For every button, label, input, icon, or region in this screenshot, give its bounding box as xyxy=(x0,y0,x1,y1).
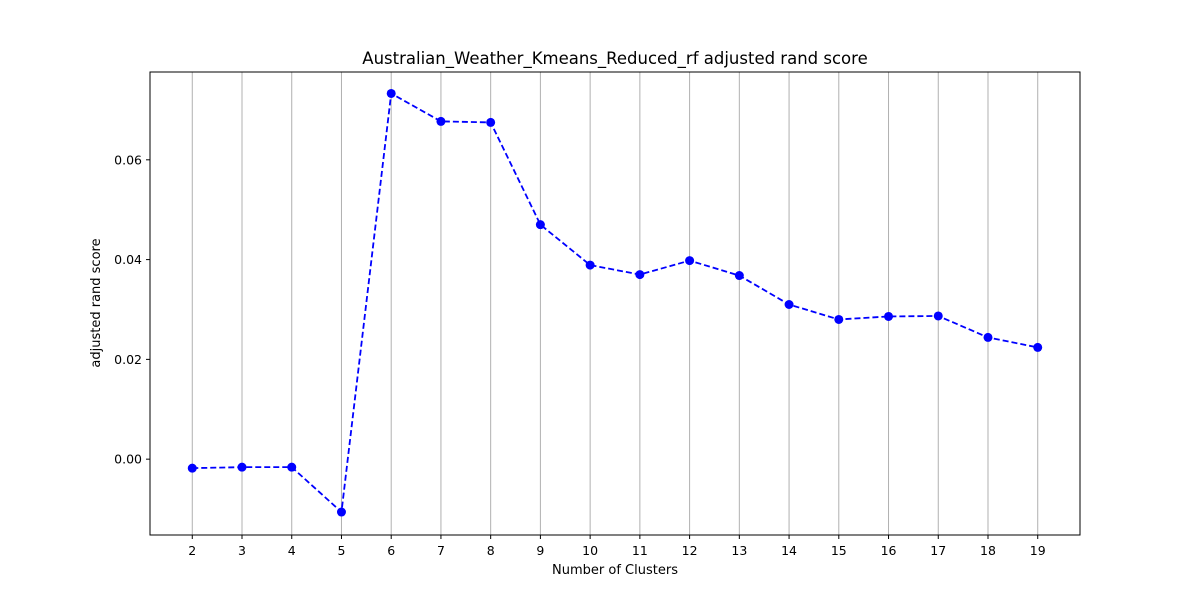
chart-title: Australian_Weather_Kmeans_Reduced_rf adj… xyxy=(362,49,867,69)
x-tick-label: 5 xyxy=(337,543,345,558)
data-point-k2 xyxy=(187,463,197,473)
data-point-k18 xyxy=(983,332,993,342)
x-tick-label: 14 xyxy=(781,543,797,558)
data-point-k3 xyxy=(237,462,247,472)
x-tick-label: 9 xyxy=(536,543,544,558)
y-axis: 0.00 0.02 0.04 0.06 xyxy=(114,152,150,467)
plot-area-frame xyxy=(149,71,1081,536)
series-line xyxy=(192,92,1038,514)
x-tick-label: 8 xyxy=(487,543,495,558)
y-tick-label: 0.02 xyxy=(114,352,142,367)
data-point-k13 xyxy=(734,271,744,281)
x-tick-label: 15 xyxy=(831,543,847,558)
x-axis: 2 3 4 5 6 7 8 9 10 11 12 13 14 15 16 17 18 19 xyxy=(188,535,1046,558)
x-tick-label: 12 xyxy=(682,543,698,558)
data-point-k10 xyxy=(585,260,595,270)
series-adjusted-rand-score xyxy=(187,88,1043,517)
x-axis-label: Number of Clusters xyxy=(552,563,678,578)
data-point-k15 xyxy=(834,314,844,324)
data-point-k6 xyxy=(386,88,396,98)
x-tick-label: 16 xyxy=(881,543,897,558)
y-tick-label: 0.00 xyxy=(114,452,142,467)
data-point-k12 xyxy=(685,256,695,266)
data-point-k14 xyxy=(784,299,794,309)
x-tick-label: 4 xyxy=(288,543,296,558)
y-axis-label: adjusted rand score xyxy=(89,238,104,367)
x-tick-label: 10 xyxy=(582,543,598,558)
data-point-k11 xyxy=(635,270,645,280)
y-tick-label: 0.04 xyxy=(114,252,142,267)
x-tick-label: 2 xyxy=(188,543,196,558)
data-point-k4 xyxy=(287,462,297,472)
data-point-k17 xyxy=(933,311,943,321)
x-tick-label: 17 xyxy=(930,543,946,558)
data-point-k5 xyxy=(336,507,346,517)
x-tick-label: 6 xyxy=(387,543,395,558)
x-tick-label: 3 xyxy=(238,543,246,558)
y-tick-label: 0.06 xyxy=(114,152,142,167)
data-point-k7 xyxy=(436,116,446,126)
data-point-k19 xyxy=(1033,342,1043,352)
data-point-k9 xyxy=(535,220,545,230)
x-tick-label: 11 xyxy=(632,543,648,558)
data-point-k16 xyxy=(884,311,894,321)
x-tick-label: 18 xyxy=(980,543,996,558)
x-tick-label: 7 xyxy=(437,543,445,558)
data-point-k8 xyxy=(486,117,496,127)
x-tick-label: 19 xyxy=(1030,543,1046,558)
x-tick-label: 13 xyxy=(731,543,747,558)
